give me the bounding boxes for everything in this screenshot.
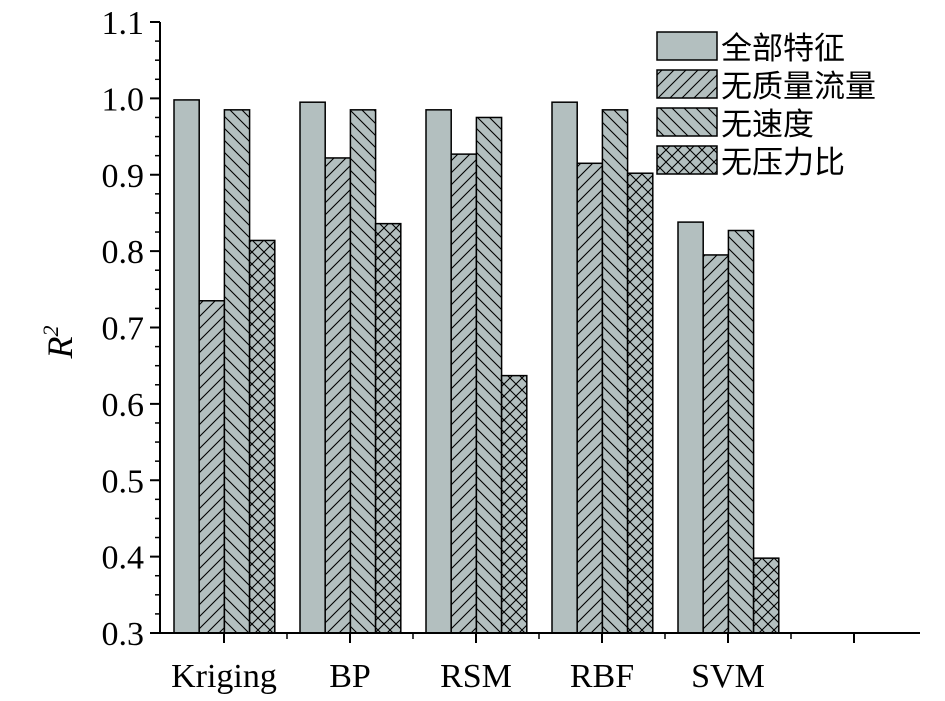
legend-item-1: 全部特征 <box>656 31 845 67</box>
legend-swatch <box>656 31 718 61</box>
bar-group-rbf <box>551 101 654 634</box>
bars-layer <box>173 99 780 634</box>
x-tick-label-bp: BP <box>329 658 371 695</box>
bar-rsm-series-4 <box>500 374 528 634</box>
y-tick-label: 0.5 <box>102 463 145 500</box>
y-tick-label: 0.9 <box>102 158 145 195</box>
y-tick-label: 1.0 <box>102 81 145 118</box>
x-tick-label-rsm: RSM <box>440 658 512 695</box>
x-tick-label-kriging: Kriging <box>171 658 277 695</box>
y-tick-label: 0.3 <box>102 616 145 653</box>
bar-svm-series-4 <box>752 557 780 634</box>
axes-layer: 0.3 0.4 0.5 0.6 0.7 0.8 0.9 1.0 1.1 Kriging BP RSM R… <box>102 5 920 695</box>
bar-kriging-series-1 <box>173 99 200 634</box>
bar-bp-series-1 <box>299 101 326 634</box>
legend-label: 无速度 <box>721 107 814 143</box>
bar-rbf-series-3 <box>601 109 629 634</box>
bar-group-kriging <box>173 99 276 634</box>
legend-swatch <box>656 107 718 137</box>
bar-svm-series-2 <box>702 254 730 634</box>
bar-rbf-series-1 <box>551 101 578 634</box>
legend-swatch <box>656 145 718 175</box>
bar-svm-series-1 <box>677 221 704 634</box>
y-tick-label: 1.1 <box>102 5 145 42</box>
legend-label: 无压力比 <box>721 145 845 181</box>
y-axis-title: R2 <box>38 326 80 360</box>
bar-rsm-series-2 <box>450 153 478 634</box>
y-tick-label: 0.8 <box>102 234 145 271</box>
bar-group-rsm <box>425 109 528 634</box>
legend-item-2: 无质量流量 <box>656 69 876 105</box>
legend-label: 无质量流量 <box>721 69 876 105</box>
bar-kriging-series-3 <box>223 109 251 634</box>
x-tick-label-svm: SVM <box>691 658 765 695</box>
bar-rbf-series-2 <box>576 162 604 634</box>
bar-kriging-series-4 <box>248 239 276 634</box>
bar-group-bp <box>299 101 402 634</box>
bar-bp-series-4 <box>374 222 402 634</box>
legend-swatch <box>656 69 718 99</box>
bar-rsm-series-3 <box>475 116 503 634</box>
legend-item-3: 无速度 <box>656 107 814 143</box>
bar-bp-series-2 <box>324 157 352 634</box>
y-tick-label: 0.6 <box>102 387 145 424</box>
bar-rbf-series-4 <box>626 172 654 634</box>
y-tick-label: 0.4 <box>102 540 145 577</box>
legend-item-4: 无压力比 <box>656 145 845 181</box>
x-tick-label-rbf: RBF <box>570 658 634 695</box>
bar-bp-series-3 <box>349 109 377 634</box>
bar-svm-series-3 <box>727 229 755 634</box>
bar-group-svm <box>677 221 780 634</box>
bar-rsm-series-1 <box>425 109 452 634</box>
bar-kriging-series-2 <box>198 300 226 634</box>
y-tick-label: 0.7 <box>102 311 145 348</box>
legend-label: 全部特征 <box>721 31 845 67</box>
